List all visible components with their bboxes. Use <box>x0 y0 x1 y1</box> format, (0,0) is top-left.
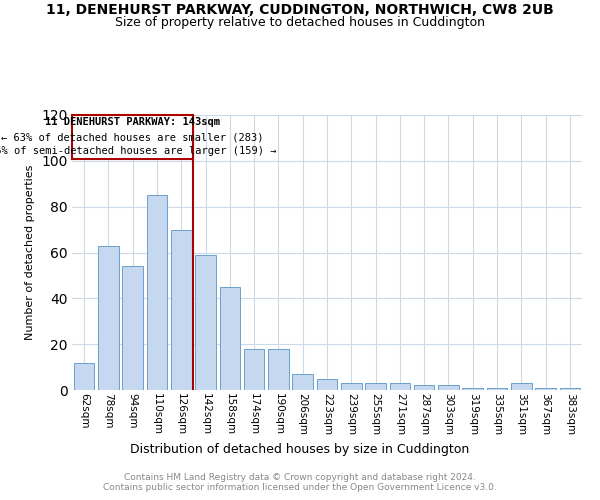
Bar <box>463 388 483 390</box>
Text: Contains public sector information licensed under the Open Government Licence v3: Contains public sector information licen… <box>103 482 497 492</box>
Bar <box>171 230 191 390</box>
Text: Contains HM Land Registry data © Crown copyright and database right 2024.: Contains HM Land Registry data © Crown c… <box>124 472 476 482</box>
Text: 11, DENEHURST PARKWAY, CUDDINGTON, NORTHWICH, CW8 2UB: 11, DENEHURST PARKWAY, CUDDINGTON, NORTH… <box>46 2 554 16</box>
Bar <box>292 374 313 390</box>
Bar <box>414 386 434 390</box>
Text: ← 63% of detached houses are smaller (283): ← 63% of detached houses are smaller (28… <box>1 132 264 142</box>
Bar <box>146 195 167 390</box>
Bar <box>365 383 386 390</box>
Bar <box>74 362 94 390</box>
Bar <box>389 383 410 390</box>
Bar <box>511 383 532 390</box>
Y-axis label: Number of detached properties: Number of detached properties <box>25 165 35 340</box>
Bar <box>98 246 119 390</box>
Text: Size of property relative to detached houses in Cuddington: Size of property relative to detached ho… <box>115 16 485 29</box>
Bar <box>560 388 580 390</box>
Text: 11 DENEHURST PARKWAY: 143sqm: 11 DENEHURST PARKWAY: 143sqm <box>45 118 220 128</box>
Bar <box>341 383 362 390</box>
Bar <box>244 349 265 390</box>
Bar <box>438 386 459 390</box>
Bar <box>317 378 337 390</box>
Bar <box>122 266 143 390</box>
Bar <box>195 255 216 390</box>
Bar <box>487 388 508 390</box>
Bar <box>268 349 289 390</box>
Text: Distribution of detached houses by size in Cuddington: Distribution of detached houses by size … <box>130 442 470 456</box>
Bar <box>535 388 556 390</box>
FancyBboxPatch shape <box>72 115 193 158</box>
Text: 36% of semi-detached houses are larger (159) →: 36% of semi-detached houses are larger (… <box>0 146 277 156</box>
Bar <box>220 287 240 390</box>
